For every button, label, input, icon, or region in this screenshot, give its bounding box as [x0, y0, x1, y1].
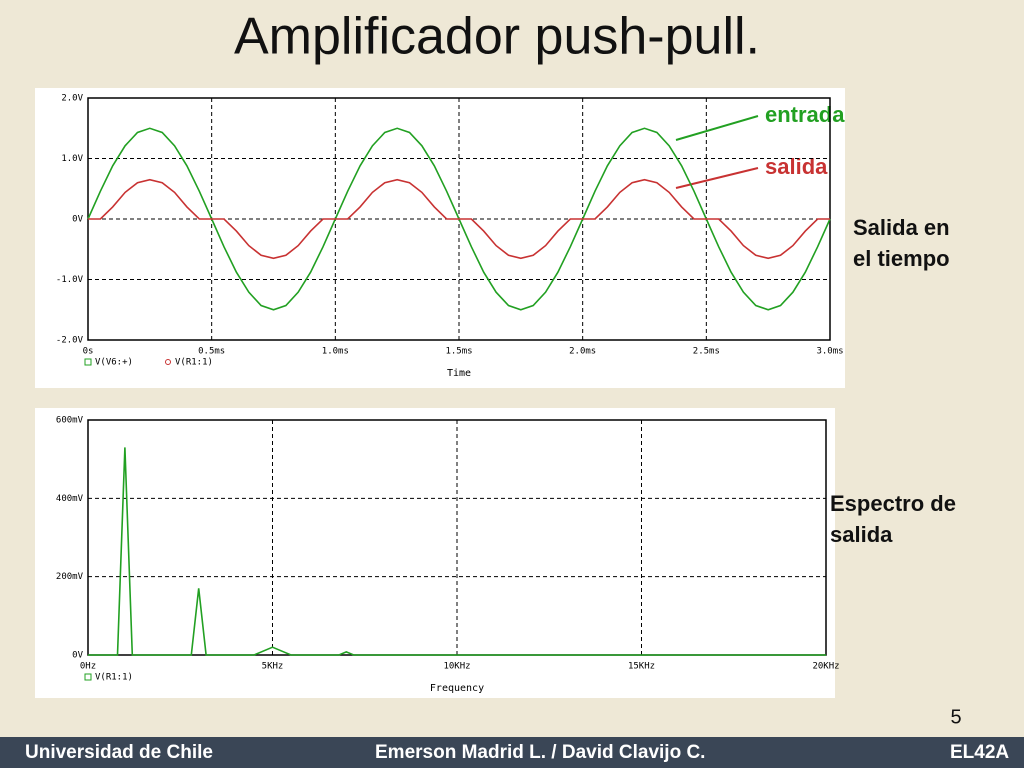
- footer-text: Emerson Madrid L. / David Clavijo C.: [375, 742, 705, 763]
- x-tick-label: 0Hz: [80, 662, 96, 672]
- x-tick-label: 10KHz: [443, 662, 470, 672]
- x-axis-label: Time: [447, 368, 471, 379]
- label-panel: [757, 96, 837, 186]
- x-tick-label: 3.0ms: [816, 347, 843, 357]
- y-tick-label: -2.0V: [56, 336, 84, 346]
- x-tick-label: 0s: [83, 347, 94, 357]
- arrow: [675, 115, 759, 141]
- slide-title: Amplificador push-pull.: [234, 8, 760, 66]
- legend-label: V(R1:1): [95, 673, 133, 683]
- series-line: [88, 178, 830, 260]
- arrow: [675, 167, 759, 189]
- page-number: 5: [950, 706, 961, 728]
- x-tick-label: 15KHz: [628, 662, 655, 672]
- y-tick-label: 600mV: [56, 416, 84, 426]
- x-tick-label: 2.0ms: [569, 347, 596, 357]
- x-tick-label: 1.0ms: [322, 347, 349, 357]
- y-tick-label: 0V: [72, 651, 83, 661]
- chart-panel: [35, 88, 845, 388]
- y-tick-label: 200mV: [56, 572, 84, 582]
- annotation: Salida en el tiempo: [853, 215, 950, 271]
- annotation: entrada: [765, 102, 845, 127]
- legend-marker: [84, 358, 92, 366]
- x-tick-label: 2.5ms: [693, 347, 720, 357]
- legend-marker: [84, 673, 92, 681]
- y-tick-label: 400mV: [56, 494, 84, 504]
- x-tick-label: 1.5ms: [445, 347, 472, 357]
- footer-text: EL42A: [950, 742, 1009, 763]
- y-tick-label: -1.0V: [56, 275, 84, 285]
- legend-label: V(R1:1): [175, 358, 213, 368]
- x-tick-label: 20KHz: [812, 662, 839, 672]
- legend-marker: [165, 359, 171, 365]
- series-line: [88, 447, 826, 656]
- footer-text: Universidad de Chile: [25, 742, 213, 763]
- annotation: salida: [765, 154, 828, 179]
- x-tick-label: 5KHz: [262, 662, 284, 672]
- chart-panel: [35, 408, 835, 698]
- footer-bar: [0, 737, 1024, 768]
- x-tick-label: 0.5ms: [198, 347, 225, 357]
- x-axis-label: Frequency: [430, 683, 484, 694]
- y-tick-label: 2.0V: [61, 94, 83, 104]
- y-tick-label: 1.0V: [61, 154, 83, 164]
- legend-label: V(V6:+): [95, 358, 133, 368]
- y-tick-label: 0V: [72, 215, 83, 225]
- annotation: Espectro de salida: [830, 491, 956, 547]
